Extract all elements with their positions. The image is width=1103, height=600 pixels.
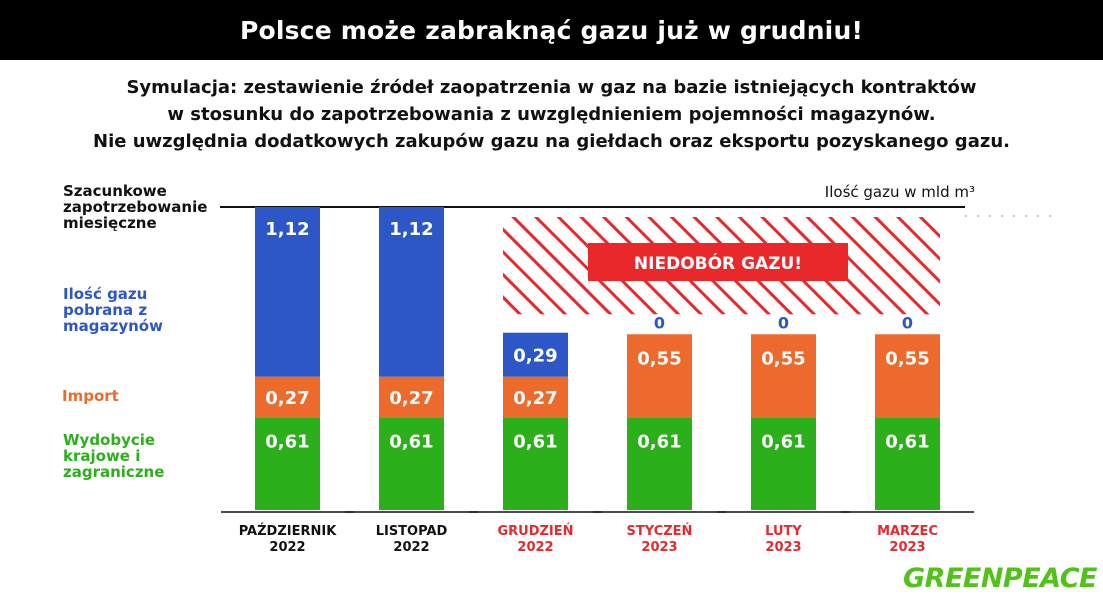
data-label-import-5: 0,55 — [761, 348, 805, 369]
legend-demand: Szacunkowe zapotrzebowanie miesięczne — [63, 182, 208, 232]
bar-domestic-5 — [751, 417, 816, 510]
bar-domestic-2 — [379, 417, 444, 510]
data-label-domestic-5: 0,61 — [761, 432, 805, 453]
data-label-import-2: 0,27 — [389, 388, 433, 409]
data-label-domestic-6: 0,61 — [885, 432, 929, 453]
tick-label-year-4: 2023 — [641, 540, 677, 555]
data-label-storage-3: 0,29 — [513, 346, 557, 367]
bar-import-5 — [751, 334, 816, 418]
bar-storage-3 — [503, 332, 568, 377]
subtitle-line-2: w stosunku do zapotrzebowania z uwzględn… — [167, 104, 936, 125]
tick-label-month-2: LISTOPAD — [376, 524, 448, 539]
tick-label-year-6: 2023 — [889, 540, 925, 555]
bar-domestic-1 — [255, 417, 320, 510]
shortage-alert-box — [588, 243, 848, 281]
data-label-storage-6: 0 — [902, 313, 913, 332]
subtitle-line-3: Nie uwzględnia dodatkowych zakupów gazu … — [93, 131, 1010, 152]
tick-label-month-5: LUTY — [765, 524, 802, 539]
tick-label-month-6: MARZEC — [877, 524, 938, 539]
data-label-import-6: 0,55 — [885, 348, 929, 369]
data-label-storage-4: 0 — [654, 313, 665, 332]
bar-import-6 — [875, 334, 940, 418]
data-label-domestic-4: 0,61 — [637, 432, 681, 453]
tick-label-month-3: GRUDZIEŃ — [497, 523, 573, 539]
data-label-import-3: 0,27 — [513, 388, 557, 409]
data-label-storage-5: 0 — [778, 313, 789, 332]
tick-label-year-3: 2022 — [517, 540, 553, 555]
bar-import-2 — [379, 376, 444, 418]
data-label-domestic-1: 0,61 — [265, 432, 309, 453]
tick-label-year-1: 2022 — [269, 540, 305, 555]
bar-domestic-3 — [503, 417, 568, 510]
bar-domestic-4 — [627, 417, 692, 510]
data-label-import-1: 0,27 — [265, 388, 309, 409]
unit-label: Ilość gazu w mld m³ — [824, 183, 975, 201]
shortage-alert-label: NIEDOBÓR GAZU! — [634, 252, 802, 274]
tick-label-month-1: PAŹDZIERNIK — [239, 523, 337, 539]
legend-import: Import — [62, 387, 119, 405]
data-label-domestic-3: 0,61 — [513, 432, 557, 453]
tick-label-year-2: 2022 — [393, 540, 429, 555]
bar-domestic-6 — [875, 417, 940, 510]
tick-label-year-5: 2023 — [765, 540, 801, 555]
bar-storage-2 — [379, 207, 444, 377]
data-label-import-4: 0,55 — [637, 348, 681, 369]
bar-import-4 — [627, 334, 692, 418]
legend-storage: Ilość gazu pobrana z magazynów — [63, 285, 163, 335]
legend-domestic: Wydobycie krajowe i zagraniczne — [63, 431, 165, 481]
subtitle-line-1: Symulacja: zestawienie źródeł zaopatrzen… — [126, 77, 977, 98]
data-label-domestic-2: 0,61 — [389, 432, 433, 453]
tick-label-month-4: STYCZEŃ — [627, 523, 693, 539]
chart-subtitle: Symulacja: zestawienie źródeł zaopatrzen… — [0, 74, 1103, 155]
data-label-storage-1: 1,12 — [265, 219, 309, 240]
greenpeace-logo: GREENPEACE — [903, 563, 1098, 594]
bar-storage-1 — [255, 207, 320, 377]
data-label-storage-2: 1,12 — [389, 219, 433, 240]
page-title: Polsce może zabraknąć gazu już w grudniu… — [0, 0, 1103, 60]
bar-import-3 — [503, 376, 568, 418]
bar-import-1 — [255, 376, 320, 418]
